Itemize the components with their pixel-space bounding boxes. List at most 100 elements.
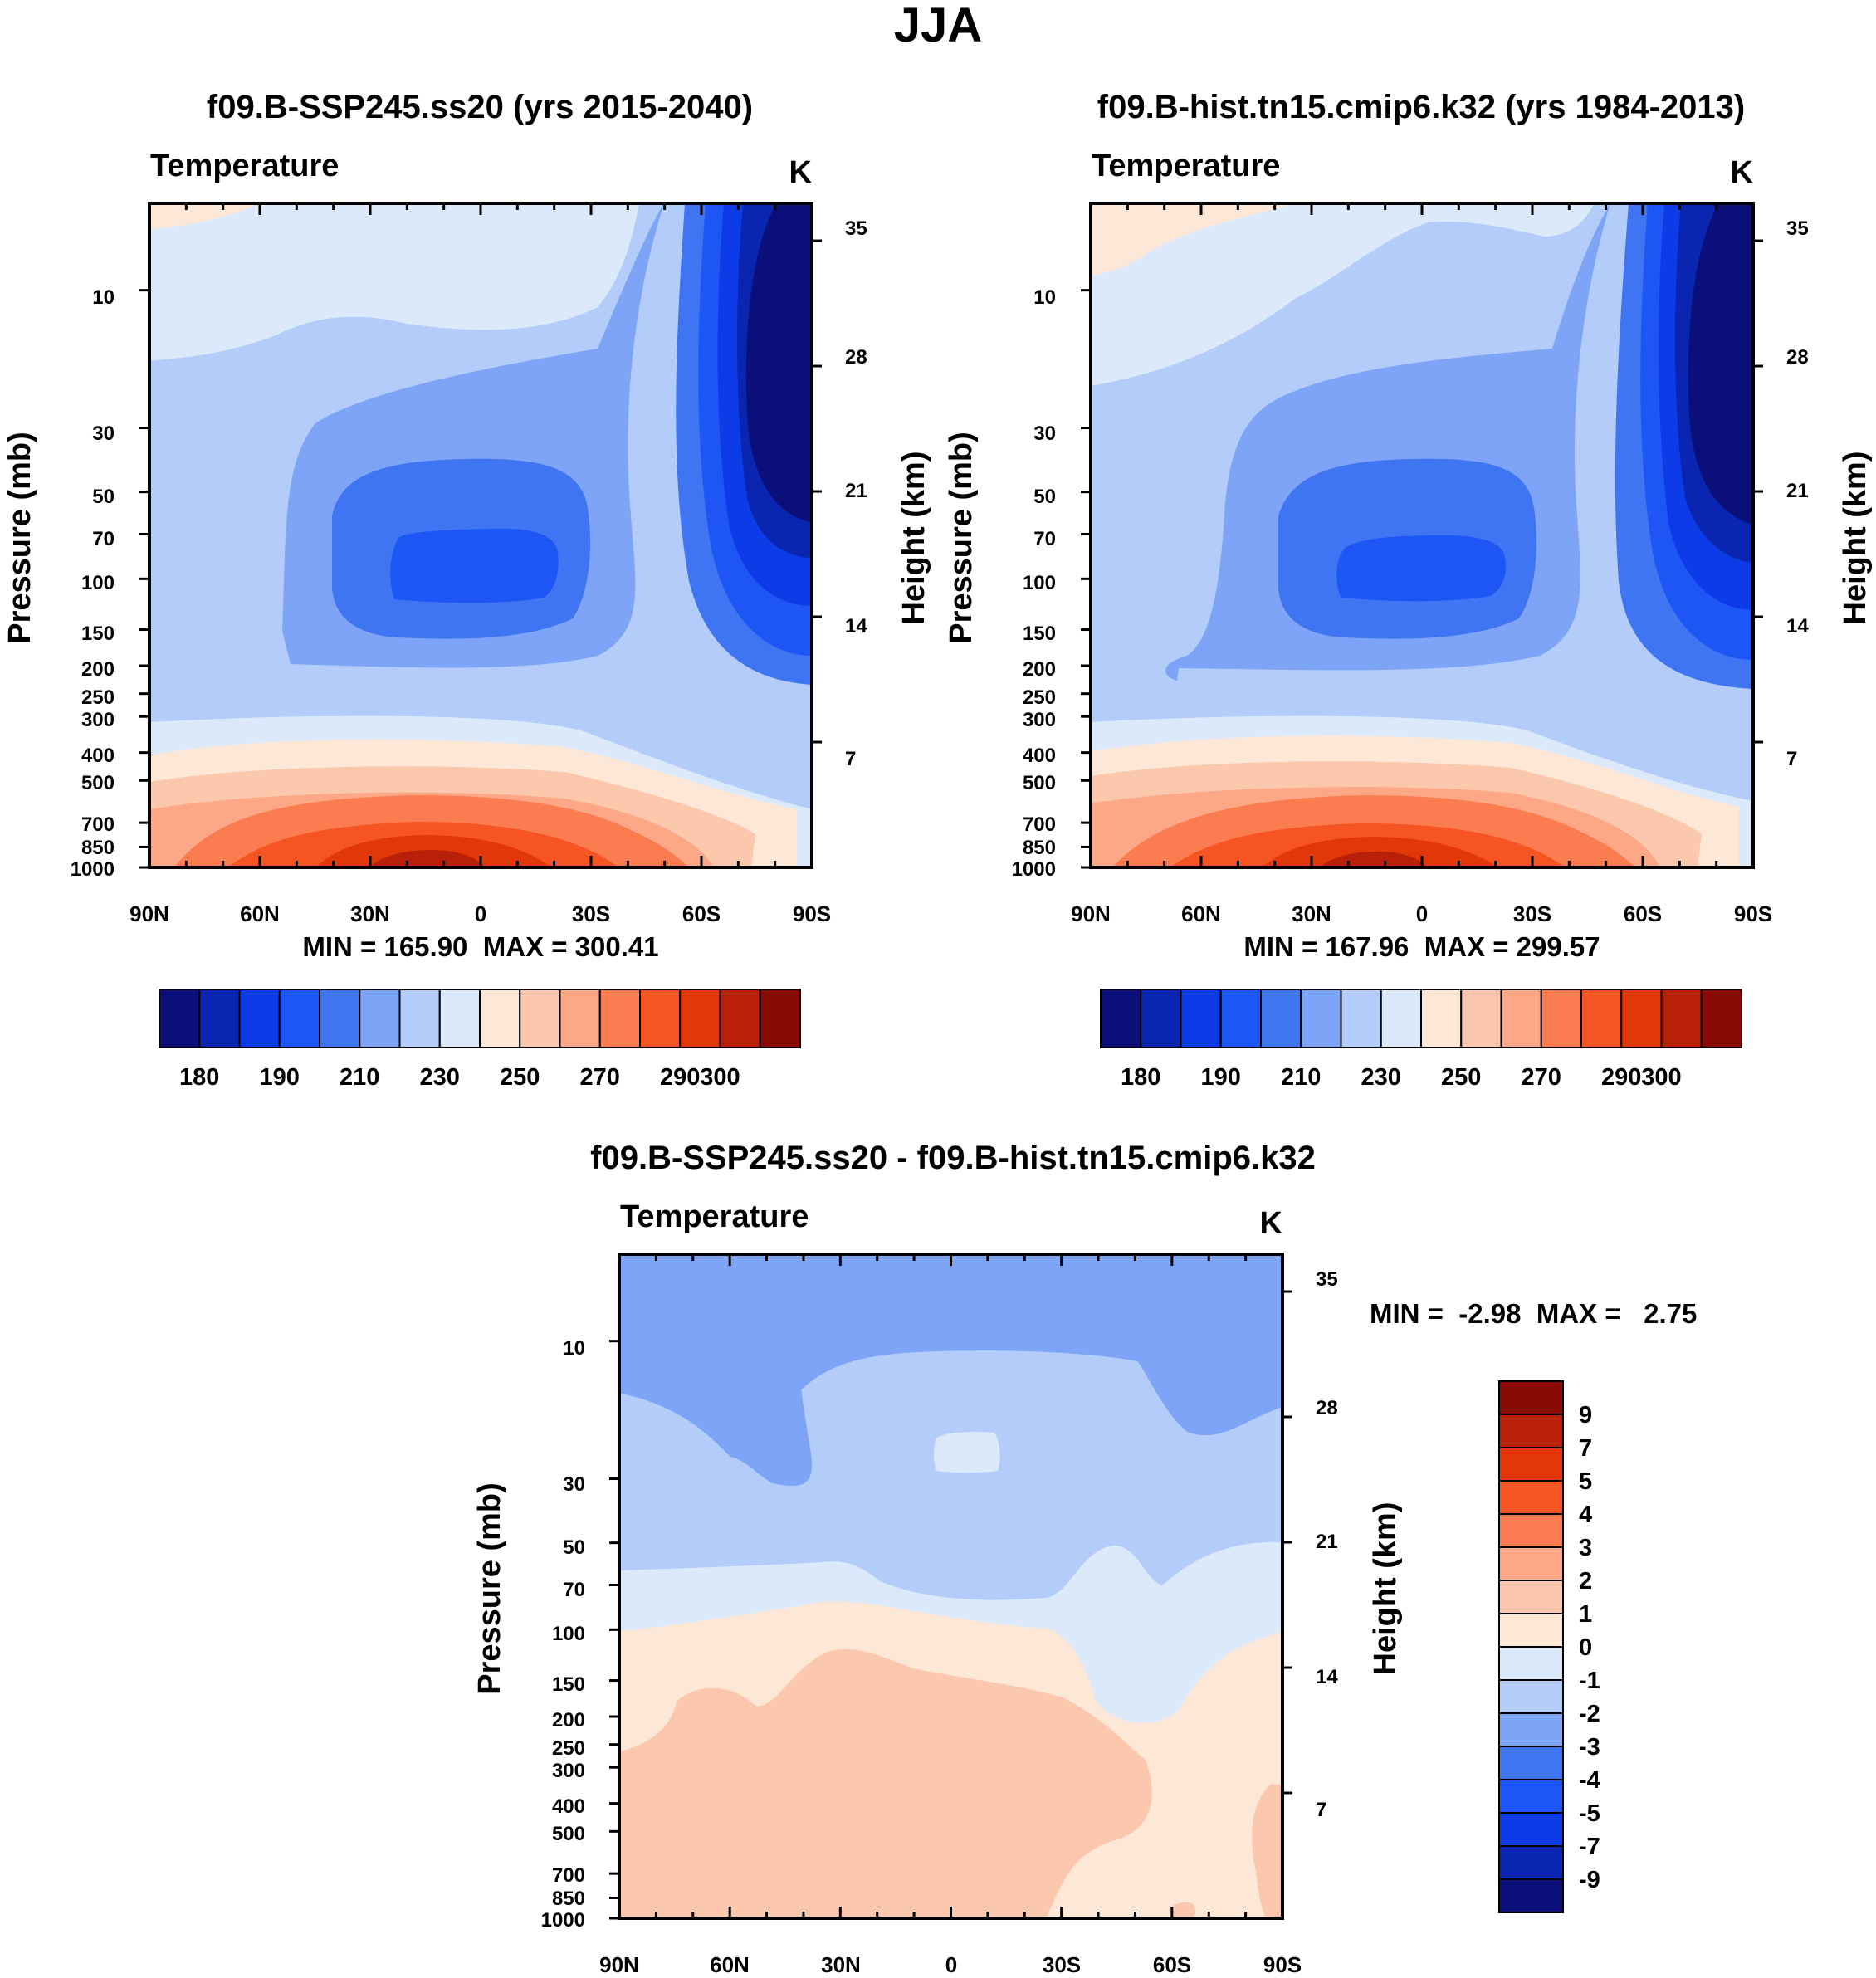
contour-level — [1688, 203, 1753, 525]
colorbar-label: 0 — [1579, 1634, 1592, 1661]
contour-level — [619, 1254, 1282, 1487]
height-tick-label: 21 — [845, 480, 867, 502]
height-tick-label: 35 — [1316, 1268, 1338, 1291]
y-tick-label: 50 — [1033, 486, 1056, 508]
height-tick-label: 7 — [1316, 1799, 1326, 1821]
colorbar-swatch — [1498, 1845, 1564, 1880]
contour-level — [149, 203, 257, 229]
axis-ticks — [609, 1254, 1292, 1920]
colorbar-swatch — [198, 989, 241, 1048]
colorbar-swatch — [1498, 1878, 1564, 1913]
y-tick-label: 400 — [552, 1795, 585, 1818]
height-tick-label: 21 — [1786, 480, 1809, 502]
y-tick-label: 700 — [81, 813, 115, 836]
colorbar-swatch — [1460, 989, 1502, 1048]
colorbar-swatch — [1620, 989, 1663, 1048]
y-right-tick-labels: 35 28 21 14 7 — [1316, 1268, 1338, 1821]
x-tick-labels: 90N 60N 30N 0 30S 60S 90S — [129, 901, 831, 926]
x-tick-label: 30N — [821, 1952, 861, 1977]
colorbar-swatch — [1180, 989, 1222, 1048]
y-tick-label: 30 — [92, 422, 115, 445]
y-tick-label: 150 — [1023, 623, 1056, 645]
y-right-axis-title: Height (km) — [896, 452, 931, 625]
panel-ssp245: f09.B-SSP245.ss20 (yrs 2015-2040) Temper… — [2, 89, 931, 1091]
y-tick-label: 1000 — [541, 1909, 585, 1932]
panel-variable-label: Temperature — [150, 149, 339, 183]
colorbar-label: -7 — [1579, 1834, 1600, 1860]
colorbar-label: 180 — [1121, 1064, 1160, 1091]
y-tick-label: 100 — [552, 1623, 585, 1645]
height-tick-label: 7 — [1786, 748, 1797, 770]
y-tick-label: 100 — [1023, 572, 1056, 594]
colorbar-label: -3 — [1579, 1734, 1600, 1761]
colorbar-swatch — [319, 989, 361, 1048]
y-tick-label: 300 — [81, 709, 115, 731]
contour-field — [1091, 203, 1753, 867]
colorbar-swatch — [438, 989, 481, 1048]
y-tick-label: 70 — [92, 528, 115, 550]
colorbar-swatch — [159, 989, 201, 1048]
colorbar-swatch — [1498, 1746, 1564, 1780]
y-tick-label: 500 — [1023, 772, 1056, 794]
y-tick-labels: 10 30 50 70 100 150 200 250 300 400 500 … — [541, 1337, 585, 1932]
x-tick-labels: 90N 60N 30N 0 30S 60S 90S — [599, 1952, 1302, 1977]
x-tick-label: 0 — [945, 1952, 957, 1977]
colorbar-swatch — [1700, 989, 1742, 1048]
y-tick-label: 200 — [1023, 658, 1056, 681]
y-tick-label: 500 — [552, 1823, 585, 1845]
colorbar-swatch — [1498, 1613, 1564, 1648]
y-tick-label: 250 — [552, 1737, 585, 1760]
colorbar-label: 250 — [500, 1064, 540, 1091]
x-tick-label: 90N — [1071, 901, 1111, 926]
colorbar-label: -2 — [1579, 1701, 1600, 1727]
colorbar-swatch — [1498, 1414, 1564, 1448]
contour-level — [149, 203, 639, 361]
axis-ticks — [139, 203, 822, 869]
y-tick-label: 1000 — [1012, 858, 1056, 881]
colorbar-label: 250 — [1441, 1064, 1481, 1091]
panel-difference: f09.B-SSP245.ss20 - f09.B-hist.tn15.cmip… — [472, 1140, 1697, 1977]
colorbar-labels: 180 190 210 230 250 270 290 300 — [1121, 1064, 1682, 1091]
x-tick-label: 60N — [1181, 901, 1221, 926]
colorbar-label: 190 — [260, 1064, 300, 1091]
min-max-stats: MIN = 165.90 MAX = 300.41 — [302, 931, 658, 962]
panel-title: f09.B-SSP245.ss20 - f09.B-hist.tn15.cmip… — [590, 1140, 1316, 1176]
colorbar-swatch — [1300, 989, 1342, 1048]
y-tick-label: 30 — [1033, 422, 1056, 445]
colorbar-swatch — [1140, 989, 1182, 1048]
x-tick-label: 30N — [350, 901, 390, 926]
x-tick-label: 60N — [240, 901, 280, 926]
y-axis-title: Pressure (mb) — [2, 432, 37, 644]
y-tick-label: 700 — [1023, 813, 1056, 836]
y-tick-label: 30 — [563, 1473, 585, 1496]
colorbar-swatch — [759, 989, 801, 1048]
colorbar-label: 1 — [1579, 1601, 1592, 1628]
x-tick-label: 60N — [710, 1952, 750, 1977]
panel-units-label: K — [789, 155, 813, 190]
colorbar-label: 270 — [1522, 1064, 1561, 1091]
y-tick-label: 850 — [1023, 837, 1056, 859]
x-tick-label: 90N — [599, 1952, 639, 1977]
panel-historical: f09.B-hist.tn15.cmip6.k32 (yrs 1984-2013… — [944, 89, 1873, 1091]
colorbar-label: -5 — [1579, 1800, 1600, 1827]
x-tick-label: 30N — [1292, 901, 1331, 926]
colorbar-swatch — [278, 989, 320, 1048]
colorbar-label: -4 — [1579, 1767, 1600, 1794]
colorbar-swatch — [1498, 1580, 1564, 1614]
panel-variable-label: Temperature — [1092, 149, 1280, 183]
y-tick-label: 70 — [1033, 528, 1056, 550]
panel-units-label: K — [1260, 1206, 1283, 1241]
height-tick-label: 14 — [1786, 615, 1809, 637]
y-tick-labels: 10 30 50 70 100 150 200 250 300 400 500 … — [71, 286, 115, 881]
panel-title: f09.B-SSP245.ss20 (yrs 2015-2040) — [207, 89, 753, 125]
colorbar-label: 9 — [1579, 1402, 1592, 1429]
min-max-stats: MIN = -2.98 MAX = 2.75 — [1370, 1298, 1697, 1329]
y-tick-label: 10 — [563, 1337, 585, 1360]
figure-title: JJA — [894, 0, 982, 52]
colorbar-swatch — [1500, 989, 1542, 1048]
colorbar-label: 230 — [420, 1064, 460, 1091]
y-tick-label: 100 — [81, 572, 115, 594]
y-tick-label: 250 — [1023, 686, 1056, 709]
x-tick-label: 30S — [1513, 901, 1551, 926]
